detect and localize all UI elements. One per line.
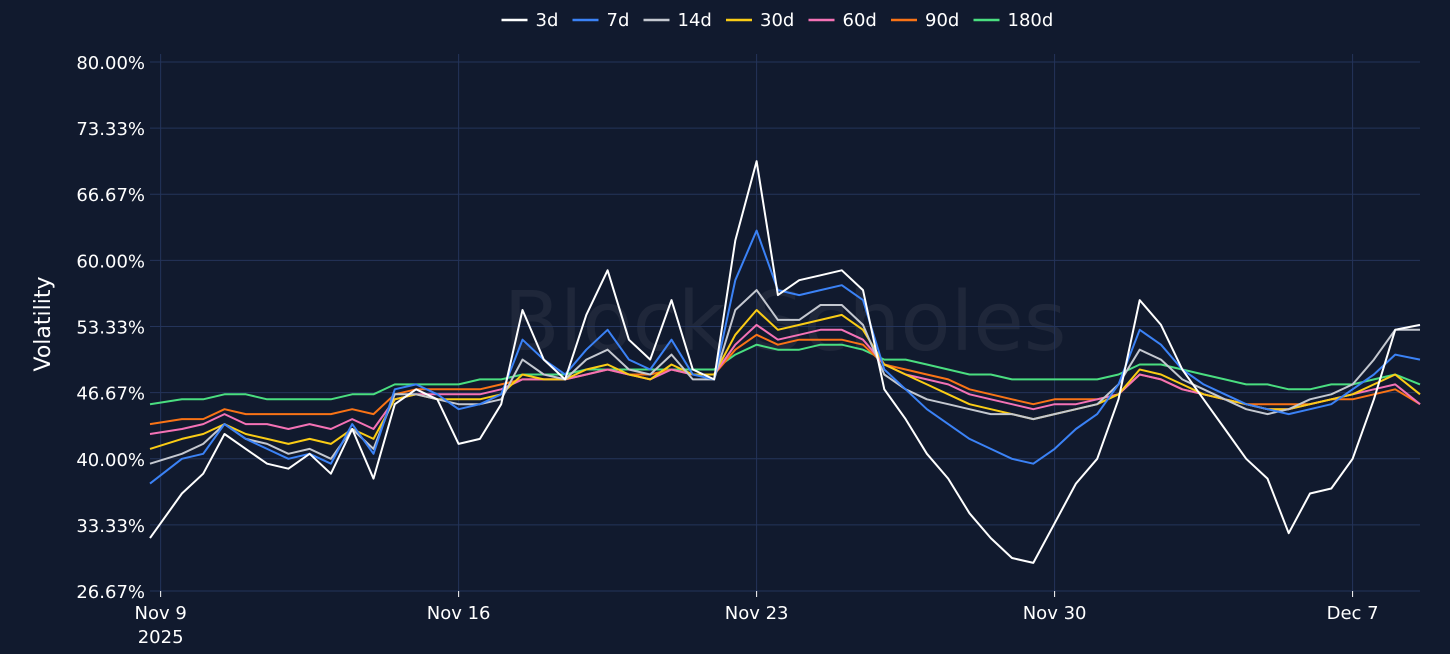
series-line-3d (149, 160, 1421, 564)
y-tick-label: 33.33% (76, 516, 145, 537)
y-axis: 80.00% 73.33% 66.67% 60.00% 53.33% 46.67% 40.0… (76, 53, 145, 603)
y-tick-label: 80.00% (76, 53, 145, 74)
legend-item-3d[interactable]: 3d (501, 10, 559, 31)
y-tick-label: 53.33% (76, 318, 145, 339)
legend-item-30d[interactable]: 30d (726, 10, 794, 31)
y-tick-label: 66.67% (76, 185, 145, 206)
legend: 3d 7d 14d 30d 60d 90d 180d (501, 10, 1054, 31)
legend-label: 3d (536, 10, 559, 31)
legend-item-7d[interactable]: 7d (572, 10, 630, 31)
x-tick-sublabel: 2025 (138, 627, 184, 648)
x-axis: Nov 9 2025 Nov 16 Nov 23 Nov 30 Dec 7 (134, 591, 1379, 648)
y-tick-label: 26.67% (76, 582, 145, 603)
grid (150, 54, 1420, 592)
series-line-7d (149, 229, 1421, 485)
legend-label: 90d (925, 10, 959, 31)
legend-item-60d[interactable]: 60d (808, 10, 877, 31)
legend-label: 180d (1008, 10, 1054, 31)
legend-label: 7d (607, 10, 630, 31)
x-tick-label: Nov 9 (134, 603, 186, 624)
legend-item-180d[interactable]: 180d (973, 10, 1054, 31)
y-tick-label: 46.67% (76, 384, 145, 405)
series-line-180d (149, 343, 1421, 406)
y-tick-label: 60.00% (76, 251, 145, 272)
x-tick-label: Nov 16 (427, 603, 491, 624)
x-tick-label: Nov 23 (725, 603, 789, 624)
series-line-14d (149, 289, 1420, 465)
legend-label: 60d (843, 10, 877, 31)
y-tick-label: 73.33% (76, 119, 145, 140)
legend-item-90d[interactable]: 90d (891, 10, 959, 31)
series-line-30d (149, 309, 1421, 450)
y-axis-title: Volatility (31, 276, 56, 371)
legend-label: 30d (760, 10, 794, 31)
x-tick-label: Dec 7 (1327, 603, 1379, 624)
x-tick-label: Nov 30 (1023, 603, 1087, 624)
legend-label: 14d (678, 10, 712, 31)
legend-item-14d[interactable]: 14d (643, 10, 712, 31)
y-tick-label: 40.00% (76, 450, 145, 471)
series-lines (149, 160, 1421, 564)
